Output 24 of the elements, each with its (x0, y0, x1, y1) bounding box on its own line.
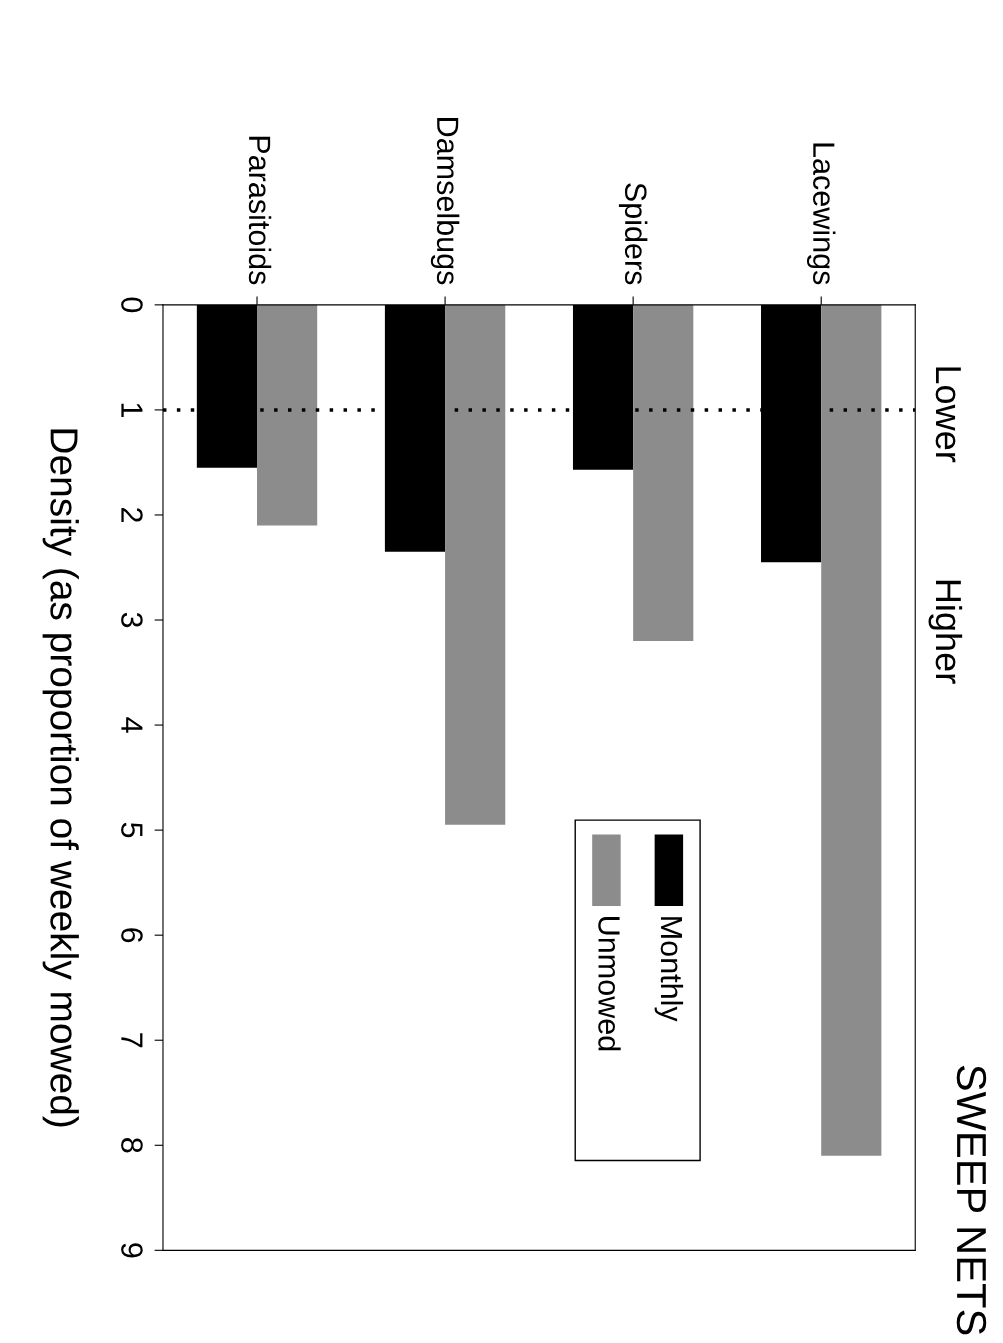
x-tick-label: Lacewings (806, 143, 836, 285)
x-tick-label: Damselbugs (430, 118, 460, 285)
bar (445, 304, 506, 825)
legend-label: Unmowed (598, 917, 621, 1051)
y-tick-label: 1 (121, 403, 143, 417)
bar (257, 304, 318, 526)
y-tick-label: 3 (121, 612, 143, 628)
y-tick-label: 0 (121, 297, 143, 313)
text: Higher (928, 580, 963, 684)
y-tick-label: 2 (121, 508, 143, 522)
y-tick-label: 8 (121, 1138, 143, 1153)
y-tick-label: 9 (121, 1243, 143, 1258)
x-tick-label: Spiders (618, 183, 648, 285)
text: SWEEP NETS (956, 1065, 987, 1335)
y-tick-label: 6 (121, 928, 143, 943)
legend-label: Monthly (654, 917, 684, 1022)
y-axis-title: Density (as proportion of weekly mowed) (42, 429, 79, 1127)
bar (821, 304, 882, 1156)
text: Lower (935, 367, 961, 463)
y-tick-label: 4 (121, 717, 143, 733)
y-tick-label: 7 (121, 1033, 143, 1048)
x-tick-label: Parasitoids (248, 136, 272, 285)
bar (633, 304, 694, 642)
y-tick-label: 5 (121, 822, 143, 838)
